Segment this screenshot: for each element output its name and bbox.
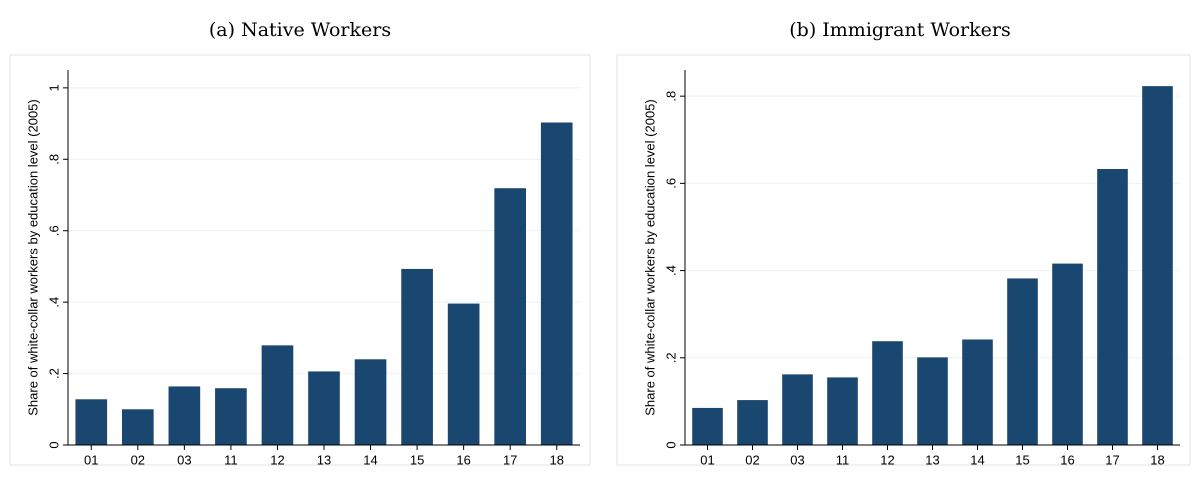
y-tick-label: 0 [663,441,678,448]
bar [401,268,433,445]
x-tick-label: 11 [224,452,238,467]
x-tick-label: 03 [177,452,191,467]
x-tick-label: 11 [836,452,850,467]
y-tick-label: .4 [663,265,678,276]
bar [261,345,294,445]
y-tick-label: .6 [663,178,678,189]
bar [782,374,813,445]
x-tick-label: 14 [363,452,377,467]
x-tick-label: 03 [790,452,804,467]
x-tick-label: 16 [456,452,470,467]
x-tick-label: 12 [880,452,894,467]
bar [917,357,948,445]
y-tick-label: .2 [663,352,678,363]
bar [1097,168,1128,446]
x-tick-label: 18 [549,452,563,467]
x-tick-label: 15 [1015,452,1029,467]
x-tick-label: 02 [131,452,145,467]
y-axis-label: Share of white-collar workers by educati… [25,99,40,416]
x-tick-label: 17 [1105,452,1119,467]
bar [168,386,201,445]
plot-frame [616,54,1191,466]
y-tick-label: 1 [46,84,61,91]
plot-frame [9,54,591,466]
x-tick-label: 14 [970,452,984,467]
y-tick-label: 0 [46,441,61,448]
y-tick-label: .8 [46,154,61,165]
bar [354,359,387,445]
bar [737,400,768,445]
bar [1007,278,1038,445]
chart-title: (b) Immigrant Workers [789,19,1010,41]
chart-panel: (a) Native Workers Share of white-collar … [9,19,591,467]
x-tick-label: 02 [745,452,759,467]
y-axis-label: Share of white-collar workers by educati… [642,99,657,416]
y-tick-label: .4 [46,297,61,308]
x-tick-label: 16 [1060,452,1074,467]
x-tick-label: 01 [84,452,98,467]
x-tick-label: 01 [700,452,714,467]
bar [75,399,108,445]
bar [827,377,858,445]
x-tick-label: 13 [317,452,331,467]
bar [1142,86,1173,445]
bar [494,188,527,445]
bar [872,341,903,445]
bar [962,339,993,445]
x-tick-label: 18 [1150,452,1164,467]
bar [121,409,154,445]
bar [308,371,340,445]
y-tick-label: .6 [46,225,61,236]
bar [1052,263,1083,445]
x-tick-label: 15 [410,452,424,467]
chart-title: (a) Native Workers [209,19,391,41]
y-tick-label: .8 [663,91,678,102]
x-tick-label: 12 [270,452,284,467]
bar [215,388,247,445]
x-tick-label: 17 [503,452,517,467]
x-tick-label: 13 [925,452,939,467]
bar [540,122,573,445]
chart-panel: (b) Immigrant Workers Share of white-coll… [616,19,1191,467]
bar [692,407,723,445]
bar [447,303,480,445]
y-tick-label: .2 [46,368,61,379]
